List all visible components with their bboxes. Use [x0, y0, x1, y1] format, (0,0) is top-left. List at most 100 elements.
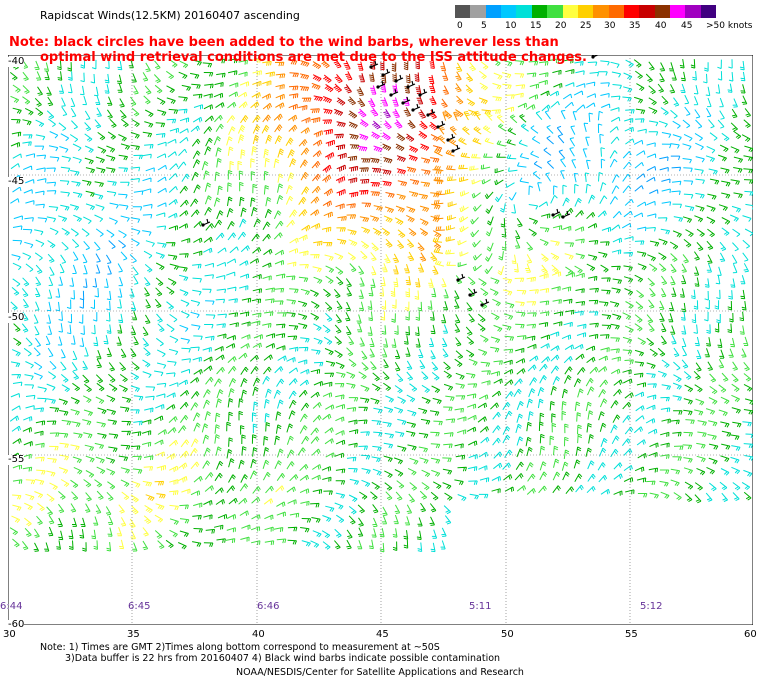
wind-barb [239, 483, 249, 492]
wind-barb [541, 356, 551, 364]
wind-barb [721, 132, 730, 142]
wind-barb [601, 314, 612, 320]
wind-barb [348, 239, 358, 247]
wind-barb [96, 466, 106, 475]
wind-barb [345, 312, 351, 322]
wind-barb [503, 474, 513, 481]
longitude-label: 50 [501, 629, 514, 640]
wind-barb [562, 184, 567, 195]
wind-barb [553, 311, 564, 317]
wind-barb [731, 254, 738, 264]
wind-barb [564, 344, 575, 351]
wind-barb [552, 485, 561, 494]
wind-barb [610, 337, 620, 342]
wind-barb [181, 358, 191, 363]
wind-barb [683, 167, 693, 173]
wind-barb [526, 104, 536, 110]
wind-barb [142, 371, 152, 379]
wind-barb [395, 491, 403, 501]
wind-barb [168, 186, 178, 193]
wind-barb [180, 337, 191, 344]
wind-barb [694, 336, 700, 347]
wind-barb [143, 203, 153, 209]
wind-speed-legend [455, 5, 717, 18]
wind-barb [486, 216, 494, 226]
wind-barb [540, 311, 550, 317]
wind-barb [34, 430, 44, 436]
wind-barb [730, 179, 740, 185]
wind-barb [395, 431, 405, 438]
wind-barb [48, 514, 55, 525]
wind-barb [277, 399, 284, 409]
wind-barb [335, 314, 342, 324]
wind-barb [72, 517, 78, 527]
wind-barb [336, 97, 346, 106]
wind-barb [36, 469, 46, 475]
wind-barb [405, 347, 411, 357]
wind-barb [708, 168, 718, 175]
wind-barb [313, 276, 323, 284]
wind-barb [144, 504, 153, 514]
wind-barb [728, 59, 733, 69]
wind-barb [144, 121, 154, 128]
wind-barb [529, 217, 538, 225]
wind-barb [600, 158, 606, 169]
wind-barb [323, 108, 333, 115]
wind-barb [11, 425, 21, 432]
legend-label: 25 [580, 21, 592, 31]
wind-barb [697, 431, 707, 438]
wind-barb [300, 368, 310, 375]
wind-barb [37, 178, 47, 183]
wind-barb [672, 395, 682, 401]
wind-barb [144, 407, 154, 413]
wind-barb [193, 250, 203, 256]
wind-barb [721, 217, 731, 225]
wind-barb [250, 458, 257, 469]
wind-barb [658, 238, 668, 246]
wind-barb [563, 321, 573, 327]
wind-barb [130, 96, 137, 106]
wind-barb [485, 111, 493, 121]
wind-barb [743, 409, 753, 415]
wind-barb [80, 59, 86, 69]
wind-barb [252, 115, 261, 123]
wind-barb [477, 323, 486, 332]
wind-barb [240, 207, 247, 217]
wind-barb [679, 59, 685, 69]
wind-barb [357, 97, 366, 108]
wind-barb [637, 452, 647, 459]
wind-barb [528, 228, 537, 237]
wind-barb [33, 314, 39, 324]
wind-barb [251, 58, 261, 64]
wind-barb [288, 410, 296, 420]
wind-barb [479, 300, 488, 310]
wind-barb [661, 201, 672, 206]
wind-barb [492, 82, 502, 90]
wind-barb [203, 126, 213, 134]
wind-barb [624, 126, 634, 133]
wind-barb [349, 144, 360, 150]
wind-barb [169, 263, 179, 270]
wind-barb [443, 406, 453, 412]
wind-barb [403, 539, 409, 549]
wind-barb [659, 469, 670, 474]
wind-barb [382, 506, 388, 517]
wind-barb [383, 338, 389, 348]
wind-barb [392, 253, 400, 263]
wind-barb [740, 71, 746, 82]
wind-barb [661, 95, 669, 105]
wind-barb [624, 325, 634, 334]
wind-barb [145, 386, 156, 391]
wind-barb [47, 253, 55, 263]
wind-barb [561, 461, 569, 471]
wind-barb [11, 515, 21, 523]
wind-barb [229, 82, 239, 88]
wind-barb [49, 482, 58, 491]
wind-barb [241, 297, 252, 303]
wind-barb [217, 333, 227, 339]
wind-barb [346, 407, 357, 412]
wind-barb [132, 468, 143, 474]
wind-barb [684, 106, 691, 116]
wind-barb [35, 301, 40, 311]
wind-barb [469, 493, 479, 500]
